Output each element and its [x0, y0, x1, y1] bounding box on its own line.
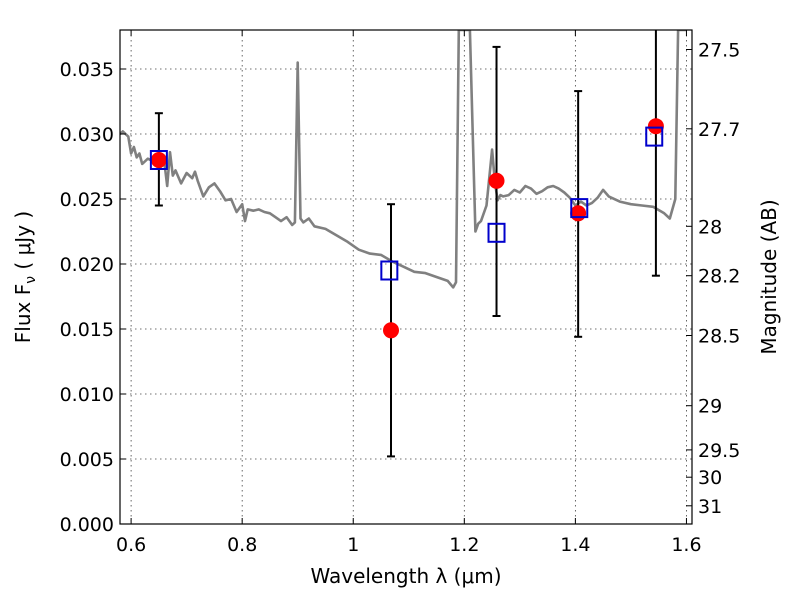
- y-axis-label: Flux Fν ( μJy ): [11, 211, 39, 343]
- x-tick-label: 1: [347, 534, 359, 556]
- observed-point: [570, 205, 587, 222]
- y2-tick-label: 27.5: [698, 40, 740, 62]
- x-tick-label: 1.6: [671, 534, 701, 556]
- y-tick-label: 0.020: [60, 254, 114, 276]
- observed-point: [150, 152, 167, 168]
- plot-frame: [119, 29, 693, 525]
- y2-tick-label: 28: [698, 216, 722, 238]
- y-axis-label-main: Flux F: [11, 284, 35, 343]
- y2-tick-label: 29.5: [698, 440, 740, 462]
- model-photometry-square: [570, 198, 589, 219]
- y2-tick-label: 31: [698, 496, 722, 518]
- model-photometry-square: [380, 260, 399, 281]
- y2-tick-label: 27.7: [698, 119, 740, 141]
- x-axis-label: Wavelength λ (μm): [310, 564, 501, 588]
- model-photometry-squares: [149, 126, 664, 281]
- model-photometry-square: [149, 150, 168, 170]
- x-tick-label: 1.2: [449, 534, 479, 556]
- y2-tick-label: 28.2: [698, 266, 740, 288]
- y-tick-label: 0.010: [60, 384, 114, 406]
- observed-point: [647, 118, 664, 135]
- y-tick-label: 0.005: [60, 449, 114, 471]
- y2-tick-label: 29: [698, 396, 722, 418]
- y-axis-label-subscript: ν: [23, 276, 39, 284]
- x-tick-label: 1.4: [560, 534, 590, 556]
- y-tick-label: 0.025: [60, 189, 114, 211]
- y-axis-label-unit: ( μJy ): [11, 211, 35, 276]
- model-photometry-square: [487, 222, 506, 243]
- grid-lines: [120, 30, 692, 524]
- axis-ticks: 0.6 0.8 1 1.2 1.4 1.6 0.000 0.005 0.010 0.015 0.02…: [60, 30, 740, 556]
- y-tick-label: 0.015: [60, 319, 114, 341]
- y-tick-label: 0.030: [60, 124, 114, 146]
- y2-tick-label: 28.5: [698, 326, 740, 348]
- y-tick-label: 0.000: [60, 514, 114, 536]
- y2-tick-label: 30: [698, 467, 722, 489]
- x-tick-label: 0.6: [116, 534, 146, 556]
- y2-axis-label: Magnitude (AB): [757, 199, 781, 354]
- y-tick-label: 0.035: [60, 59, 114, 81]
- observed-point: [383, 322, 400, 339]
- x-tick-label: 0.8: [227, 534, 257, 556]
- model-photometry-square: [645, 126, 664, 147]
- observed-point: [488, 172, 505, 189]
